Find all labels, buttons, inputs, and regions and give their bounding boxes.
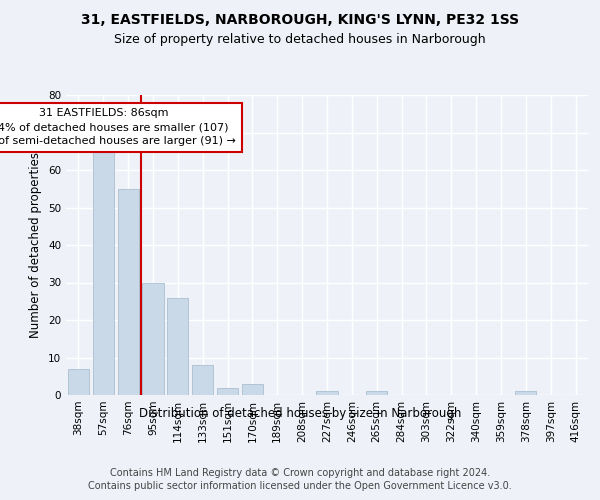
Bar — [68, 369, 89, 395]
Bar — [118, 188, 139, 395]
Text: Size of property relative to detached houses in Narborough: Size of property relative to detached ho… — [114, 32, 486, 46]
Bar — [217, 388, 238, 395]
Text: Contains public sector information licensed under the Open Government Licence v3: Contains public sector information licen… — [88, 481, 512, 491]
Text: Contains HM Land Registry data © Crown copyright and database right 2024.: Contains HM Land Registry data © Crown c… — [110, 468, 490, 477]
Text: 31, EASTFIELDS, NARBOROUGH, KING'S LYNN, PE32 1SS: 31, EASTFIELDS, NARBOROUGH, KING'S LYNN,… — [81, 12, 519, 26]
Y-axis label: Number of detached properties: Number of detached properties — [29, 152, 43, 338]
Bar — [366, 391, 387, 395]
Text: 31 EASTFIELDS: 86sqm
← 54% of detached houses are smaller (107)
46% of semi-deta: 31 EASTFIELDS: 86sqm ← 54% of detached h… — [0, 108, 236, 146]
Text: Distribution of detached houses by size in Narborough: Distribution of detached houses by size … — [139, 408, 461, 420]
Bar — [142, 282, 164, 395]
Bar — [167, 298, 188, 395]
Bar — [242, 384, 263, 395]
Bar — [316, 391, 338, 395]
Bar — [93, 151, 114, 395]
Bar — [192, 365, 213, 395]
Bar — [515, 391, 536, 395]
